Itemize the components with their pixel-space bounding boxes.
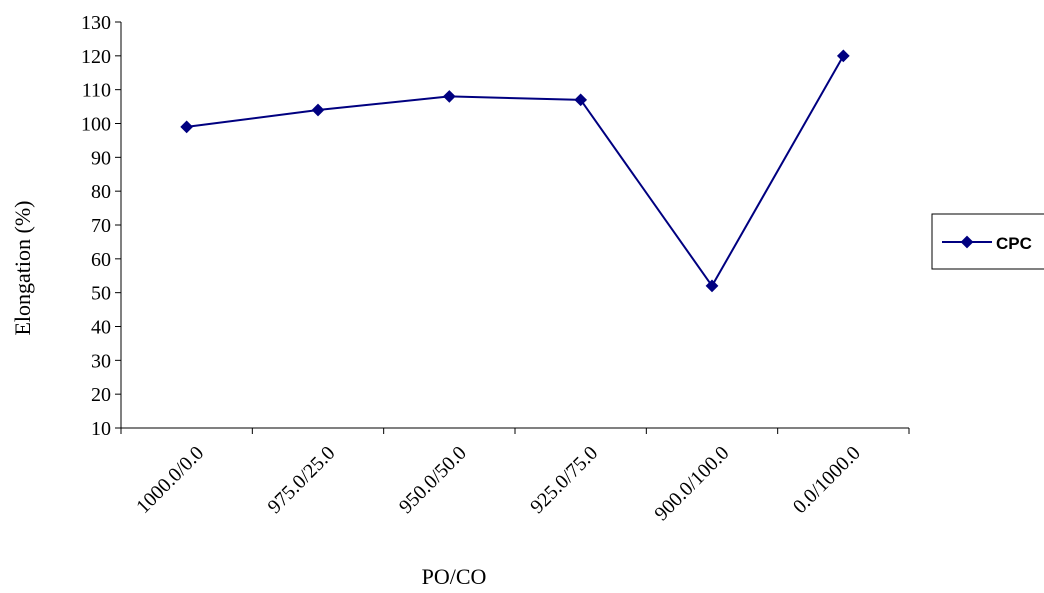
legend: CPC [931, 213, 1044, 270]
x-axis: 1000.0/0.0 975.0/25.0 950.0/50.0 925.0/75.0… [120, 427, 910, 525]
y-axis: 10 20 30 40 50 60 70 80 90 100 110 120 130 [81, 12, 122, 440]
series-layer [180, 49, 850, 293]
data-point [705, 279, 719, 293]
series-line [186, 55, 845, 288]
y-tick-label: 60 [91, 249, 111, 271]
y-tick-label: 90 [91, 147, 111, 169]
data-point [836, 49, 850, 63]
data-point [311, 103, 325, 117]
y-tick-label: 130 [81, 12, 111, 34]
x-tick-label: 950.0/50.0 [395, 442, 471, 518]
x-tick-label: 900.0/100.0 [650, 442, 733, 525]
y-tick-label: 100 [81, 114, 111, 136]
y-axis-title: Elongation (%) [10, 200, 35, 335]
y-tick-label: 70 [91, 215, 111, 237]
y-tick-label: 80 [91, 181, 111, 203]
y-tick-label: 50 [91, 283, 111, 305]
x-tick-label: 975.0/25.0 [263, 442, 339, 518]
y-tick-label: 110 [82, 80, 111, 102]
y-tick-label: 20 [91, 384, 111, 406]
y-tick-label: 40 [91, 317, 111, 339]
x-tick-label: 1000.0/0.0 [132, 442, 208, 518]
data-point [574, 93, 588, 107]
x-tick-label: 925.0/75.0 [526, 442, 602, 518]
data-point [442, 90, 456, 103]
x-axis-title: PO/CO [422, 564, 487, 589]
legend-label-cpc: CPC [996, 234, 1032, 253]
x-tick-label: 0.0/1000.0 [789, 442, 865, 518]
y-tick-label: 10 [91, 418, 111, 440]
data-point [180, 120, 194, 134]
y-tick-label: 30 [91, 350, 111, 372]
y-tick-label: 120 [81, 46, 111, 68]
